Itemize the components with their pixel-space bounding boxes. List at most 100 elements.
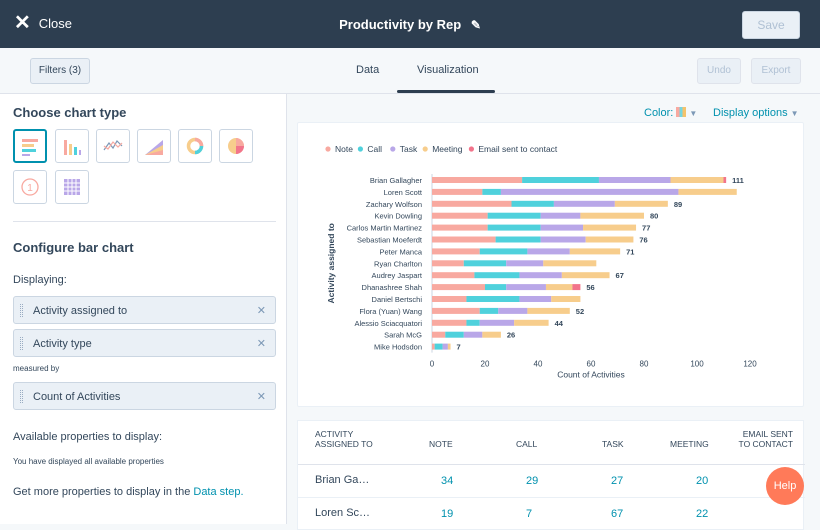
chart-type-area[interactable]: [137, 129, 171, 163]
total-label: 67: [616, 271, 624, 280]
measure-pill-count-of-activities[interactable]: Count of Activities ✕: [13, 382, 276, 410]
remove-icon[interactable]: ✕: [256, 305, 266, 317]
chart-type-pie[interactable]: [219, 129, 253, 163]
tab-data[interactable]: Data: [356, 64, 380, 76]
drag-handle-icon[interactable]: [20, 337, 23, 350]
col-header-email-sent[interactable]: EMAIL SENT TO CONTACT: [738, 429, 793, 449]
chevron-down-icon: ▼: [689, 109, 698, 118]
chart-type-table[interactable]: [55, 170, 89, 204]
total-label: 77: [642, 224, 650, 233]
category-label: Zachary Wolfson: [366, 200, 422, 209]
category-label: Ryan Charlton: [374, 259, 422, 268]
bar-segment: [479, 307, 499, 314]
bar-segment: [514, 319, 549, 326]
bar-segment: [474, 272, 520, 279]
table-cell-meeting[interactable]: 20: [696, 475, 709, 487]
table-cell-meeting[interactable]: 22: [696, 508, 709, 520]
close-icon[interactable]: ✕: [14, 12, 31, 34]
table-cell-name: Brian Ga…: [315, 474, 370, 486]
chevron-down-icon: ▼: [790, 109, 799, 118]
bar-segment: [479, 248, 528, 255]
bar-segment: [678, 188, 737, 195]
legend-label: Task: [400, 144, 418, 154]
x-tick-label: 100: [690, 360, 704, 369]
tab-visualization[interactable]: Visualization: [417, 64, 479, 76]
svg-text:1: 1: [27, 183, 33, 194]
legend-marker: [468, 146, 474, 152]
bar-segment: [561, 272, 610, 279]
visualization-area: Color: ▼ Display options ▼ Note Call Task M…: [288, 94, 820, 530]
section-divider: [13, 221, 276, 222]
bar-segment: [583, 224, 637, 231]
drag-handle-icon[interactable]: [20, 390, 23, 403]
area-chart-icon: [145, 140, 163, 155]
col-header-call[interactable]: CALL: [516, 439, 538, 449]
all-displayed-note: You have displayed all available propert…: [13, 457, 164, 466]
bar-segment: [482, 331, 501, 338]
table-cell-task[interactable]: 27: [611, 475, 624, 487]
total-label: 80: [650, 212, 658, 221]
display-options-dropdown[interactable]: Display options ▼: [713, 107, 799, 119]
legend-marker: [325, 146, 331, 152]
bar-segment: [580, 212, 644, 219]
table-cell-task[interactable]: 67: [611, 508, 624, 520]
bar-segment: [527, 307, 570, 314]
bar-segment: [432, 307, 480, 314]
active-tab-indicator: [397, 90, 495, 93]
total-label: 52: [576, 307, 584, 316]
category-label: Sebastian Moeferdt: [357, 236, 423, 245]
close-button[interactable]: ✕ Close: [14, 12, 72, 34]
row-divider: [298, 497, 805, 498]
chart-type-horizontal-bar[interactable]: [13, 129, 47, 163]
table-cell-call[interactable]: 7: [526, 508, 533, 520]
legend-marker: [357, 146, 363, 152]
table-grid-icon: [64, 179, 80, 195]
col-header-note[interactable]: NOTE: [429, 439, 453, 449]
bar-segment: [572, 284, 581, 291]
color-swatch-icon: [676, 107, 687, 117]
remove-icon[interactable]: ✕: [256, 391, 266, 403]
chart-type-kpi[interactable]: 1: [13, 170, 47, 204]
total-label: 76: [639, 236, 647, 245]
chart-type-donut[interactable]: [178, 129, 212, 163]
table-cell-note[interactable]: 19: [441, 508, 454, 520]
pie-chart-icon: [228, 138, 244, 154]
help-button[interactable]: Help: [766, 467, 804, 505]
table-cell-note[interactable]: 34: [441, 475, 454, 487]
bar-segment: [487, 224, 541, 231]
bar-segment: [614, 200, 668, 207]
bar-segment: [432, 248, 480, 255]
dimension-pill-activity-assigned-to[interactable]: Activity assigned to ✕: [13, 296, 276, 324]
category-label: Flora (Yuan) Wang: [359, 307, 422, 316]
pencil-icon[interactable]: ✎: [470, 18, 481, 32]
filters-button[interactable]: Filters (3): [30, 58, 90, 84]
data-step-link[interactable]: Data step.: [193, 486, 244, 498]
y-axis-title: Activity assigned to: [326, 223, 336, 303]
chart-type-vertical-bar[interactable]: [55, 129, 89, 163]
col-header-activity-assigned-to[interactable]: ACTIVITY ASSIGNED TO: [315, 429, 373, 449]
x-tick-label: 60: [587, 360, 596, 369]
drag-handle-icon[interactable]: [20, 304, 23, 317]
undo-button[interactable]: Undo: [697, 58, 741, 84]
header-divider: [298, 464, 805, 465]
color-dropdown[interactable]: Color: ▼: [644, 107, 697, 119]
category-label: Daniel Bertschi: [372, 295, 423, 304]
dimension-label: Activity type: [33, 338, 92, 350]
export-button[interactable]: Export: [751, 58, 801, 84]
col-header-task[interactable]: TASK: [602, 439, 624, 449]
bar-segment: [442, 343, 448, 350]
bar-segment: [432, 284, 485, 291]
table-cell-name: Loren Sc…: [315, 507, 371, 519]
bar-segment: [527, 248, 570, 255]
chart-type-line[interactable]: [96, 129, 130, 163]
legend-label: Note: [335, 144, 353, 154]
dimension-pill-activity-type[interactable]: Activity type ✕: [13, 329, 276, 357]
data-table: ACTIVITY ASSIGNED TO NOTE CALL TASK MEET…: [297, 420, 805, 530]
col-header-meeting[interactable]: MEETING: [670, 439, 709, 449]
remove-icon[interactable]: ✕: [256, 338, 266, 350]
report-title-text: Productivity by Rep: [339, 17, 462, 32]
legend-label: Meeting: [432, 144, 463, 154]
save-button[interactable]: Save: [742, 11, 800, 39]
category-label: Alessio Sciacquatori: [354, 319, 422, 328]
table-cell-call[interactable]: 29: [526, 475, 539, 487]
